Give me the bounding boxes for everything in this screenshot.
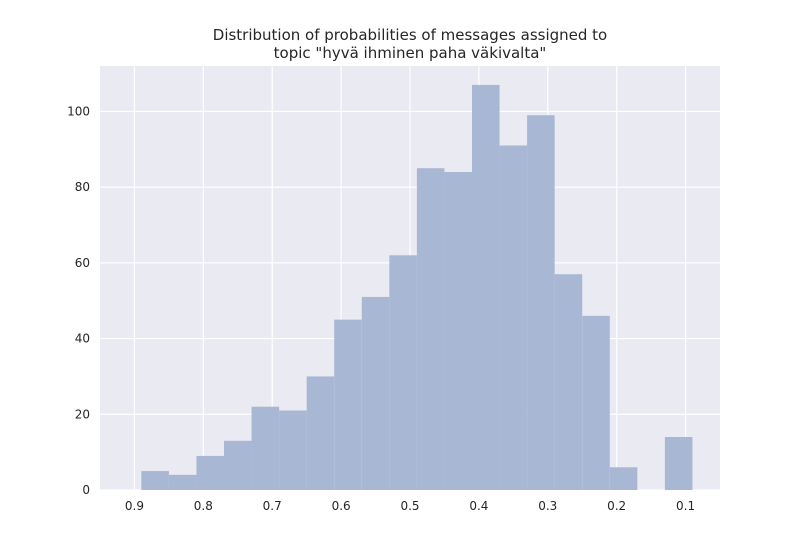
x-tick-label: 0.1	[676, 499, 695, 513]
x-tick-label: 0.5	[400, 499, 419, 513]
x-tick-label: 0.8	[194, 499, 213, 513]
histogram-bar	[361, 296, 390, 490]
histogram-bar	[416, 168, 445, 490]
histogram-bar	[306, 376, 335, 490]
histogram-bar	[472, 84, 500, 490]
chart-title-line-1: Distribution of probabilities of message…	[213, 26, 607, 44]
histogram-bar	[251, 406, 280, 490]
y-tick-label: 40	[75, 332, 90, 346]
y-tick-label: 60	[75, 256, 90, 270]
histogram-bar	[196, 455, 224, 490]
histogram-bar	[499, 145, 528, 490]
histogram-bar	[582, 315, 610, 490]
histogram-bar	[141, 471, 169, 490]
x-tick-label: 0.6	[332, 499, 351, 513]
x-tick-label: 0.4	[469, 499, 488, 513]
x-tick-label: 0.2	[607, 499, 626, 513]
histogram-bar	[444, 172, 472, 490]
y-tick-label: 20	[75, 407, 90, 421]
histogram-bar	[664, 437, 693, 490]
x-tick-label: 0.9	[125, 499, 144, 513]
x-axis-ticks: 0.9 0.8 0.7 0.6 0.5 0.4 0.3 0.2 0.1	[125, 499, 695, 513]
histogram-bar	[609, 467, 638, 490]
x-tick-label: 0.7	[263, 499, 282, 513]
y-axis-ticks: 0 20 40 60 80 100	[67, 104, 90, 497]
y-tick-label: 0	[82, 483, 90, 497]
histogram-bar	[279, 410, 307, 490]
histogram-bar	[168, 474, 197, 490]
x-tick-label: 0.3	[538, 499, 557, 513]
chart-title-line-2: topic "hyvä ihminen paha väkivalta"	[274, 44, 547, 62]
histogram-bar	[527, 115, 555, 490]
histogram-bar	[554, 274, 583, 490]
histogram-bars	[141, 84, 693, 490]
histogram-bar	[224, 440, 252, 490]
y-tick-label: 100	[67, 104, 90, 118]
histogram-bar	[334, 319, 362, 490]
y-tick-label: 80	[75, 180, 90, 194]
histogram-bar	[389, 255, 417, 490]
